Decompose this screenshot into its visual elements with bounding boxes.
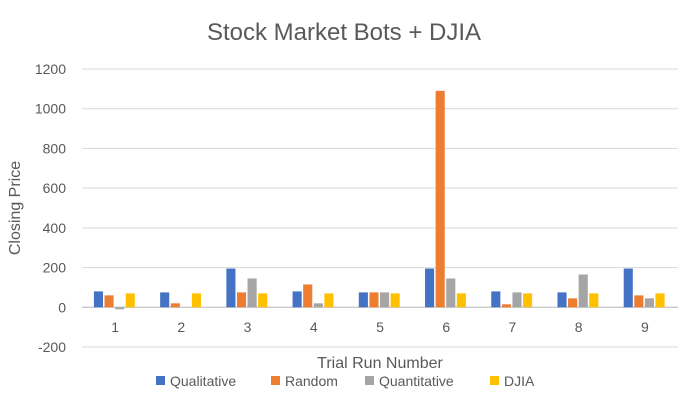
bar-quantitative-8 [578,274,588,308]
legend-label: DJIA [504,373,535,389]
bar-random-6 [435,90,445,308]
legend-item: Random [271,373,338,389]
legend-label: Random [285,373,338,389]
bar-random-3 [236,292,247,308]
bar-djia-9 [655,293,665,308]
bar-random-5 [369,292,379,308]
bar-quantitative-4 [313,303,323,308]
bar-djia-4 [324,293,334,308]
bar-qualitative-9 [623,268,633,308]
x-tick-label: 5 [376,319,384,335]
y-tick-label: 200 [43,260,67,276]
legend-swatch [365,376,374,385]
bar-qualitative-7 [491,291,501,308]
bar-quantitative-1 [115,307,125,310]
legend-item: Quantitative [365,373,454,389]
bar-qualitative-4 [292,291,302,308]
y-tick-label: 400 [43,220,67,236]
bar-qualitative-3 [226,268,236,308]
bar-djia-1 [125,293,135,308]
bar-quantitative-9 [644,298,654,308]
y-axis-ticks: -200 0 200 400 600 800 1000 1200 [35,61,66,355]
bar-djia-2 [191,293,202,308]
x-tick-label: 9 [641,319,649,335]
bar-djia-8 [589,293,599,308]
bar-qualitative-2 [160,292,170,308]
x-tick-label: 6 [442,319,450,335]
y-tick-label: 600 [43,180,67,196]
x-axis-label: Trial Run Number [317,355,443,372]
y-tick-label: 800 [43,140,67,156]
bar-random-8 [568,298,578,308]
y-tick-label: 1000 [35,101,66,117]
x-tick-label: 2 [177,319,185,335]
y-tick-label: -200 [38,339,66,355]
y-tick-label: 1200 [35,61,66,77]
bar-djia-6 [456,293,466,308]
bar-quantitative-3 [247,278,257,308]
bar-quantitative-5 [380,292,390,308]
y-axis-label: Closing Price [7,161,24,255]
bar-quantitative-6 [446,278,456,308]
x-tick-label: 8 [575,319,583,335]
x-tick-label: 7 [509,319,517,335]
bar-djia-7 [523,293,533,308]
legend-swatch [490,376,499,385]
bar-qualitative-8 [557,292,567,308]
legend-swatch [271,376,280,385]
x-tick-label: 1 [111,319,119,335]
bar-random-7 [501,304,511,308]
bar-djia-5 [390,293,400,308]
chart-title: Stock Market Bots + DJIA [207,19,481,46]
bar-random-2 [170,303,180,308]
bar-random-1 [104,295,114,308]
legend: Qualitative Random Quantitative DJIA [156,373,535,389]
x-axis-ticks: 1 2 3 4 5 6 7 8 9 [111,319,649,335]
legend-swatch [156,376,165,385]
legend-item: DJIA [490,373,535,389]
bar-qualitative-6 [425,268,435,308]
bar-qualitative-1 [93,291,104,308]
bar-qualitative-5 [358,292,368,308]
legend-item: Qualitative [156,373,236,389]
bar-djia-3 [258,293,268,308]
x-tick-label: 4 [310,319,318,335]
x-tick-label: 3 [244,319,252,335]
legend-label: Quantitative [379,373,454,389]
bars [93,90,665,310]
legend-label: Qualitative [170,373,236,389]
y-tick-label: 0 [58,299,66,315]
bar-random-9 [634,295,644,308]
bar-quantitative-7 [512,292,522,308]
bar-random-4 [303,284,313,308]
